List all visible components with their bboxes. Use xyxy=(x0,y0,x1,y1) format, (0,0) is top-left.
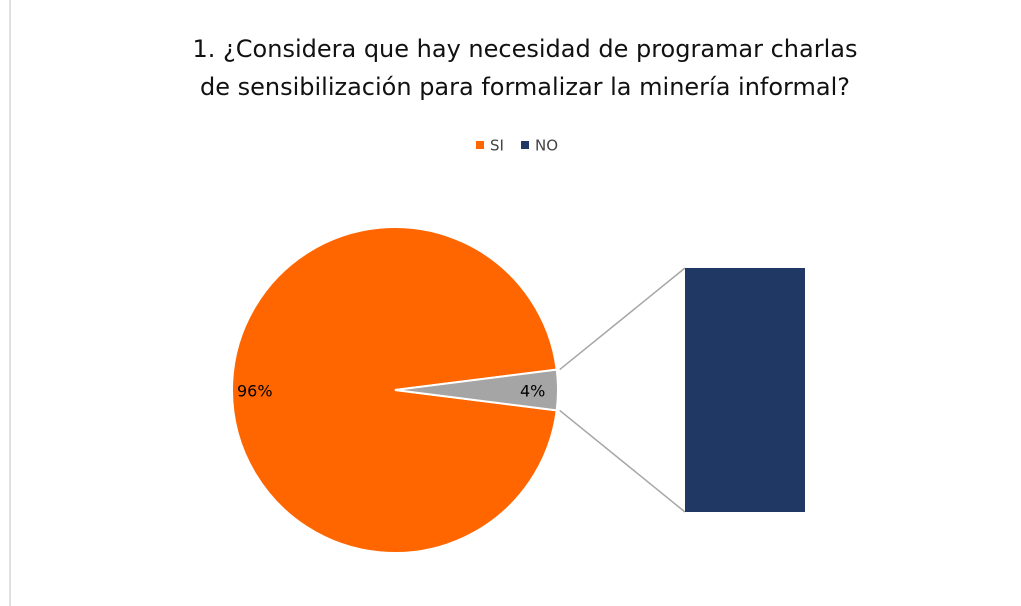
pie-slice xyxy=(394,368,559,412)
legend-marker xyxy=(476,141,484,149)
bar xyxy=(685,268,805,512)
data-label: 4% xyxy=(520,382,545,401)
chart-title: de sensibilización para formalizar la mi… xyxy=(200,73,850,101)
legend-label: SI xyxy=(490,137,504,155)
data-label: 96% xyxy=(237,382,273,401)
connector-line xyxy=(559,267,686,371)
legend-label: NO xyxy=(535,137,558,155)
legend-marker xyxy=(521,141,529,149)
chart-title: 1. ¿Considera que hay necesidad de progr… xyxy=(193,35,858,63)
connector-line xyxy=(559,409,686,513)
pie-slice xyxy=(231,226,558,554)
